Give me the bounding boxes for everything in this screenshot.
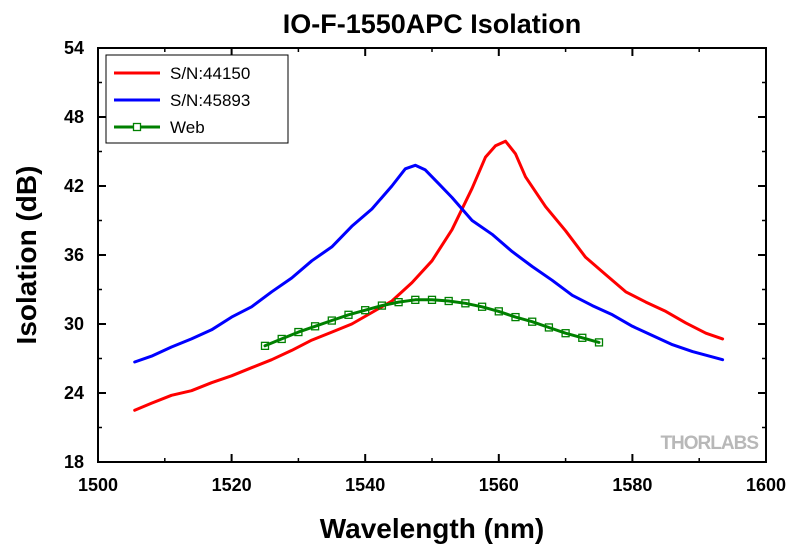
series-web-marker (427, 295, 437, 305)
x-tick-labels: 1500 1520 1540 1560 1580 1600 (78, 475, 786, 495)
legend-web-label: Web (170, 118, 205, 137)
y-axis-label: Isolation (dB) (11, 166, 42, 345)
series-web-marker (260, 341, 270, 351)
x-tick-label: 1600 (746, 475, 786, 495)
series-web-marker (310, 322, 320, 331)
series-web-marker (277, 334, 286, 344)
series-layer (133, 139, 725, 412)
series-s-n-45893-line (133, 163, 725, 364)
series-web-marker (477, 302, 487, 311)
chart-title: IO-F-1550APC Isolation (283, 9, 582, 39)
x-tick-label: 1560 (479, 475, 519, 495)
y-tick-label: 42 (64, 176, 84, 196)
y-tick-label: 18 (64, 452, 84, 472)
series-web-marker (394, 297, 403, 307)
series-web-marker (377, 301, 387, 310)
x-tick-label: 1540 (345, 475, 385, 495)
y-tick-labels: 18 24 30 36 42 48 54 (64, 38, 84, 472)
series-web-marker (327, 316, 336, 325)
y-tick-label: 30 (64, 314, 84, 334)
x-axis-label: Wavelength (nm) (320, 513, 545, 544)
series-web-marker (494, 307, 503, 316)
series-web-marker (344, 310, 353, 319)
series-web-marker (411, 295, 420, 305)
legend-s-n-45893-label: S/N:45893 (170, 91, 250, 110)
series-web-marker (511, 312, 520, 322)
x-tick-label: 1580 (612, 475, 652, 495)
series-web-marker (578, 333, 587, 342)
series-web-marker (361, 306, 370, 315)
axis-ticks (97, 47, 767, 463)
legend-items: S/N:44150 S/N:45893 Web (114, 64, 250, 137)
legend-s-n-44150-label: S/N:44150 (170, 64, 250, 83)
series-web-marker (444, 296, 453, 306)
series-s-n-44150-line (133, 139, 725, 412)
x-tick-label: 1500 (78, 475, 118, 495)
series-web-marker (461, 299, 470, 308)
y-tick-label: 48 (64, 107, 84, 127)
series-web-marker (544, 323, 554, 332)
series-web-marker (561, 329, 570, 338)
thorlabs-watermark: THORLABS (660, 433, 758, 454)
y-tick-label: 54 (64, 38, 84, 58)
x-tick-label: 1520 (212, 475, 252, 495)
y-tick-label: 36 (64, 245, 84, 265)
series-web-line (263, 298, 601, 348)
legend-web-marker (132, 122, 142, 132)
y-tick-label: 24 (64, 383, 84, 403)
series-web-marker (528, 317, 537, 326)
series-web-marker (294, 327, 303, 337)
series-web-marker (594, 338, 604, 347)
legend: S/N:44150 S/N:45893 Web (105, 54, 289, 144)
